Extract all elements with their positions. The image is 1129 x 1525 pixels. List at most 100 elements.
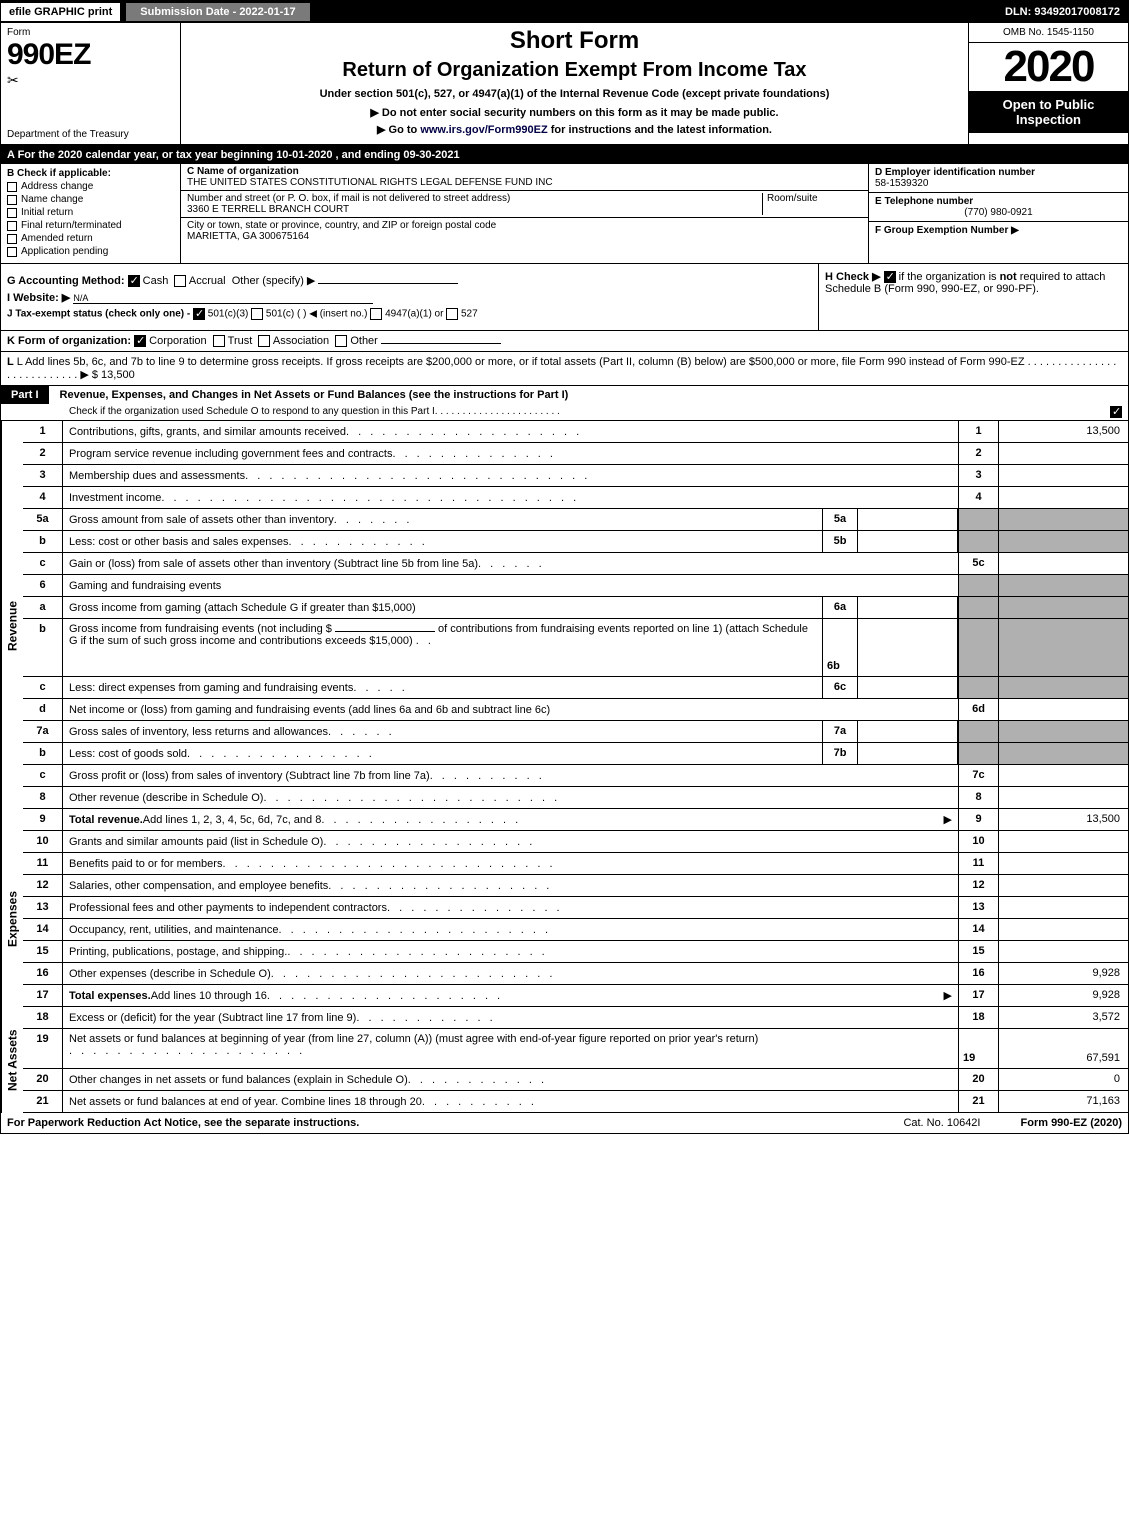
omb-number: OMB No. 1545-1150	[969, 23, 1128, 43]
line-6a: a Gross income from gaming (attach Sched…	[23, 597, 1128, 619]
cat-number: Cat. No. 10642I	[903, 1117, 980, 1129]
g-cash: Cash	[143, 275, 169, 287]
line-11: 11 Benefits paid to or for members . . .…	[23, 853, 1128, 875]
submission-date: Submission Date - 2022-01-17	[124, 1, 311, 23]
line-9-value: 13,500	[998, 809, 1128, 830]
part1-header: Part I Revenue, Expenses, and Changes in…	[1, 386, 1128, 404]
b-init: Initial return	[21, 207, 73, 218]
website-value: N/A	[73, 293, 373, 304]
checkbox-corp[interactable]	[134, 335, 146, 347]
line-1: 1 Contributions, gifts, grants, and simi…	[23, 421, 1128, 443]
checkbox-other[interactable]	[335, 335, 347, 347]
section-c: C Name of organization THE UNITED STATES…	[181, 164, 868, 263]
dln: DLN: 93492017008172	[997, 3, 1128, 21]
org-name: THE UNITED STATES CONSTITUTIONAL RIGHTS …	[187, 177, 553, 188]
checkbox-address-change[interactable]	[7, 182, 17, 192]
b-final: Final return/terminated	[21, 220, 122, 231]
c-name-label: C Name of organization	[187, 166, 553, 177]
header: Form 990EZ ✂ Department of the Treasury …	[1, 23, 1128, 146]
gh-block: G Accounting Method: Cash Accrual Other …	[1, 264, 1128, 331]
b-name: Name change	[21, 194, 83, 205]
line-12-value	[998, 875, 1128, 896]
section-b: B Check if applicable: Address change Na…	[1, 164, 181, 263]
website-label: I Website: ▶	[7, 292, 70, 304]
irs-link[interactable]: www.irs.gov/Form990EZ	[420, 124, 547, 136]
expenses-side-label: Expenses	[1, 831, 23, 1007]
checkbox-assoc[interactable]	[258, 335, 270, 347]
part1-check-line: Check if the organization used Schedule …	[1, 404, 1128, 421]
line-5b-value	[858, 531, 958, 552]
j-501c: 501(c) ( ) ◀ (insert no.)	[266, 309, 368, 320]
j-527: 527	[461, 309, 478, 320]
form-number: 990EZ	[7, 38, 174, 72]
line-6a-value	[858, 597, 958, 618]
line-5c-value	[998, 553, 1128, 574]
g-accrual: Accrual	[189, 275, 226, 287]
line-4-value	[998, 487, 1128, 508]
line-21-value: 71,163	[998, 1091, 1128, 1112]
checkbox-application-pending[interactable]	[7, 247, 17, 257]
checkbox-accrual[interactable]	[174, 275, 186, 287]
checkbox-501c3[interactable]	[193, 308, 205, 320]
line-11-value	[998, 853, 1128, 874]
org-city: MARIETTA, GA 300675164	[187, 231, 309, 242]
line-2-value	[998, 443, 1128, 464]
line-6b: b Gross income from fundraising events (…	[23, 619, 1128, 677]
under-section: Under section 501(c), 527, or 4947(a)(1)…	[185, 88, 964, 100]
line-6: 6 Gaming and fundraising events	[23, 575, 1128, 597]
checkbox-cash[interactable]	[128, 275, 140, 287]
line-19-value: 67,591	[998, 1029, 1128, 1068]
k-trust: Trust	[228, 335, 253, 347]
line-1-value: 13,500	[998, 421, 1128, 442]
form-ref: Form 990-EZ (2020)	[1021, 1117, 1123, 1129]
no-ssn-line: ▶ Do not enter social security numbers o…	[185, 106, 964, 119]
line-16: 16 Other expenses (describe in Schedule …	[23, 963, 1128, 985]
line-7b-value	[858, 743, 958, 764]
pra-notice: For Paperwork Reduction Act Notice, see …	[7, 1117, 359, 1129]
line-6c: c Less: direct expenses from gaming and …	[23, 677, 1128, 699]
footer: For Paperwork Reduction Act Notice, see …	[1, 1113, 1128, 1133]
checkbox-final-return[interactable]	[7, 221, 17, 231]
line-8-value	[998, 787, 1128, 808]
checkbox-initial-return[interactable]	[7, 208, 17, 218]
k-label: K Form of organization:	[7, 335, 131, 347]
checkbox-h[interactable]	[884, 271, 896, 283]
k-assoc: Association	[273, 335, 329, 347]
line-6b-value	[858, 619, 958, 676]
checkbox-part1-schedule-o[interactable]	[1110, 406, 1122, 418]
line-5c: c Gain or (loss) from sale of assets oth…	[23, 553, 1128, 575]
line-2: 2 Program service revenue including gove…	[23, 443, 1128, 465]
c-street-label: Number and street (or P. O. box, if mail…	[187, 193, 510, 204]
line-10-value	[998, 831, 1128, 852]
l-text: L Add lines 5b, 6c, and 7b to line 9 to …	[17, 356, 1025, 368]
room-suite-label: Room/suite	[767, 193, 818, 204]
line-5a-value	[858, 509, 958, 530]
checkbox-amended-return[interactable]	[7, 234, 17, 244]
line-18: 18 Excess or (deficit) for the year (Sub…	[23, 1007, 1128, 1029]
checkbox-501c[interactable]	[251, 308, 263, 320]
line-7c-value	[998, 765, 1128, 786]
net-assets-side-label: Net Assets	[1, 1007, 23, 1113]
line-9: 9 Total revenue. Add lines 1, 2, 3, 4, 5…	[23, 809, 1128, 831]
tel-label: E Telephone number	[875, 196, 1122, 207]
line-7b: b Less: cost of goods sold . . . . . . .…	[23, 743, 1128, 765]
checkbox-trust[interactable]	[213, 335, 225, 347]
form-label: Form	[7, 27, 174, 38]
line-14-value	[998, 919, 1128, 940]
line-3-value	[998, 465, 1128, 486]
line-3: 3 Membership dues and assessments . . . …	[23, 465, 1128, 487]
part1-title: Revenue, Expenses, and Changes in Net As…	[50, 386, 1128, 404]
tax-year: 2020	[969, 43, 1128, 91]
checkbox-name-change[interactable]	[7, 195, 17, 205]
g-section: G Accounting Method: Cash Accrual Other …	[1, 264, 818, 330]
open-to-public: Open to Public Inspection	[969, 91, 1128, 133]
tel-value: (770) 980-0921	[875, 207, 1122, 218]
checkbox-4947[interactable]	[370, 308, 382, 320]
checkbox-527[interactable]	[446, 308, 458, 320]
line-18-value: 3,572	[998, 1007, 1128, 1028]
net-assets-section: Net Assets 18 Excess or (deficit) for th…	[1, 1007, 1128, 1113]
line-5a: 5a Gross amount from sale of assets othe…	[23, 509, 1128, 531]
b-addr: Address change	[21, 181, 93, 192]
short-form-title: Short Form	[185, 27, 964, 55]
org-street: 3360 E TERRELL BRANCH COURT	[187, 204, 349, 215]
